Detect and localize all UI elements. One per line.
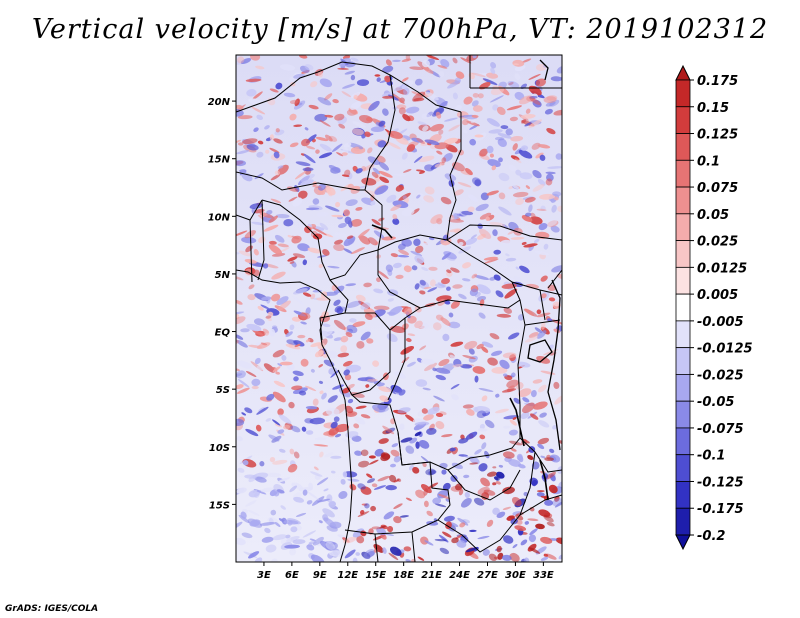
border-drc xyxy=(351,299,526,471)
lake-tanganyika xyxy=(509,397,525,447)
colorbar-label: -0.05 xyxy=(697,395,734,410)
colorbar-label: -0.1 xyxy=(697,449,725,464)
y-tick-label: EQ xyxy=(215,328,231,339)
east-africa-rift xyxy=(539,59,561,451)
lake-chad xyxy=(371,224,393,239)
colorbar-swatch xyxy=(675,266,691,295)
border-uganda-kenya xyxy=(524,269,562,326)
colorbar-label: 0.175 xyxy=(697,74,738,89)
colorbar-swatch xyxy=(675,427,691,456)
border-car xyxy=(377,234,521,309)
colorbar-label: 0.15 xyxy=(697,101,729,116)
colorbar-swatch xyxy=(675,159,691,188)
colorbar-label: -0.075 xyxy=(697,422,744,437)
colorbar-swatch xyxy=(675,79,691,108)
colorbar-label: 0.025 xyxy=(697,235,738,250)
border-mali-niger xyxy=(236,171,365,191)
map-frame xyxy=(235,54,563,563)
colorbar-swatch xyxy=(675,507,691,536)
y-tick-label: 10S xyxy=(209,443,230,454)
colorbar-swatch xyxy=(675,293,691,322)
vertical-velocity-field xyxy=(236,55,562,562)
colorbar-swatch xyxy=(675,186,691,215)
grads-credit: GrADS: IGES/COLA xyxy=(5,604,99,614)
x-tick-label: 12E xyxy=(337,570,358,581)
colorbar-label: -0.125 xyxy=(697,475,744,490)
border-tanzania-mozambique xyxy=(519,437,562,516)
border-benin-togo xyxy=(236,199,265,283)
colorbar-swatch xyxy=(675,320,691,349)
x-tick-label: 21E xyxy=(421,570,442,581)
figure-title: Vertical velocity [m/s] at 700hPa, VT: 2… xyxy=(31,14,769,45)
y-tick-label: 5S xyxy=(216,385,230,396)
border-libya-egypt xyxy=(469,55,562,89)
x-tick-label: 18E xyxy=(393,570,414,581)
colorbar-label: -0.025 xyxy=(697,368,744,383)
x-tick-label: 15E xyxy=(365,570,386,581)
colorbar-label: 0.1 xyxy=(697,154,720,169)
border-algeria-niger xyxy=(236,61,462,113)
y-tick-label: 10N xyxy=(208,212,231,223)
colorbar-label: -0.175 xyxy=(697,502,744,517)
colorbar-swatch xyxy=(675,240,691,268)
colorbar-label: 0.0125 xyxy=(697,261,747,276)
border-namibia-botswana xyxy=(374,494,562,562)
colorbar-swatch xyxy=(675,213,691,241)
x-tick-label: 27E xyxy=(477,570,498,581)
x-tick-label: 30E xyxy=(505,570,526,581)
x-tick-label: 24E xyxy=(449,570,470,581)
colorbar-swatch xyxy=(675,374,691,402)
colorbar-swatch xyxy=(675,106,691,134)
lake-victoria xyxy=(527,339,553,363)
colorbar-swatch xyxy=(675,454,691,482)
colorbar-label: -0.2 xyxy=(697,529,725,544)
country-borders xyxy=(236,55,562,562)
colorbar-label: -0.0125 xyxy=(697,342,753,357)
x-tick-label: 3E xyxy=(257,570,271,581)
colorbar: 0.175 0.15 0.125 0.1 0.075 0.05 0.025 0.0125 0.0… xyxy=(675,64,753,551)
colorbar-label: 0.125 xyxy=(697,128,738,143)
y-tick-label: 15N xyxy=(208,155,231,166)
colorbar-label: 0.05 xyxy=(697,208,729,223)
y-tick-label: 5N xyxy=(215,270,231,281)
colorbar-swatch xyxy=(675,133,691,161)
colorbar-swatch xyxy=(675,347,691,375)
x-tick-label: 33E xyxy=(533,570,554,581)
coastline-west-africa xyxy=(236,269,353,562)
border-chad-sudan xyxy=(446,112,462,241)
border-niger-chad xyxy=(364,74,396,206)
colorbar-label: -0.005 xyxy=(697,315,744,330)
colorbar-label: 0.075 xyxy=(697,181,738,196)
x-tick-label: 9E xyxy=(313,570,327,581)
colorbar-swatch xyxy=(675,400,691,429)
colorbar-label: 0.005 xyxy=(697,288,738,303)
colorbar-bottom-arrow xyxy=(675,534,691,551)
x-tick-label: 6E xyxy=(285,570,299,581)
colorbar-swatch xyxy=(675,481,691,509)
y-tick-label: 20N xyxy=(208,97,231,108)
colorbar-top-arrow xyxy=(675,64,691,81)
border-congo xyxy=(337,318,406,401)
y-tick-label: 15S xyxy=(209,500,230,511)
lake-malawi xyxy=(539,459,549,501)
border-angola-zambia xyxy=(344,431,521,535)
axis-ticks: 3E 6E 9E 12E 15E 18E 21E 24E 27E 30E 33E 20N 15N 10N 5… xyxy=(208,97,554,581)
